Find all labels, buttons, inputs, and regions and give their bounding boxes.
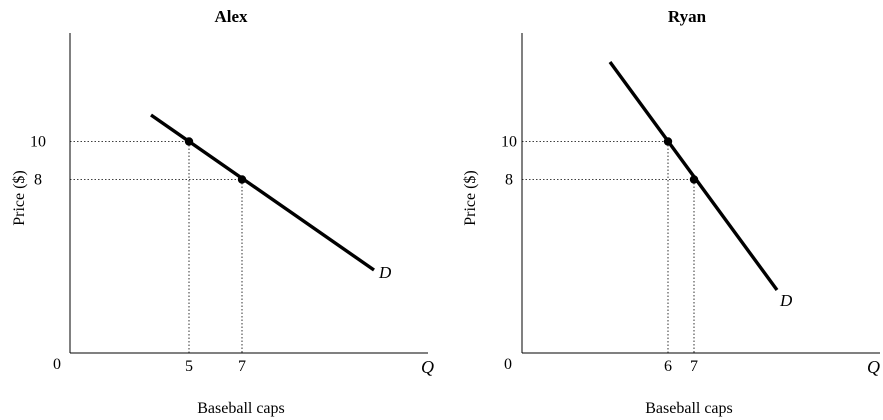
panel-1-title: Alex [214,7,248,26]
panel-1-x-axis-end-label: Q [421,357,434,377]
panel-1-data-point-1 [184,137,194,146]
panel-1-x-axis-label: Baseball caps [197,400,285,417]
panel-1-x-tick-label: 5 [185,358,193,375]
panel-2-y-tick-label: 10 [501,134,517,151]
panel-1-y-tick-label: 10 [30,134,46,151]
panel-2-y-tick-label: 8 [505,172,513,189]
panel-1-y-axis-label: Price ($) [11,170,28,226]
panel-1-data-point-2 [237,175,247,184]
panel-1-origin-label: 0 [53,356,61,373]
panel-2-x-axis-label: Baseball caps [645,400,733,417]
panel-1-x-tick-label: 7 [238,358,246,375]
panel-2-x-tick-label: 7 [690,358,698,375]
panel-1-demand-curve [150,113,375,272]
panel-1-y-tick-label: 8 [34,172,42,189]
panel-2-data-point-2 [689,175,699,184]
panel-1-curve-label: D [378,263,392,282]
panel-2-data-point-1 [663,137,673,146]
panel-2-x-tick-label: 6 [664,358,672,375]
panel-2-title: Ryan [668,7,707,26]
panel-2-y-axis-label: Price ($) [462,170,479,226]
panel-2-x-axis-end-label: Q [867,357,880,377]
panel-2-origin-label: 0 [504,356,512,373]
panel-2-curve-label: D [779,291,793,310]
